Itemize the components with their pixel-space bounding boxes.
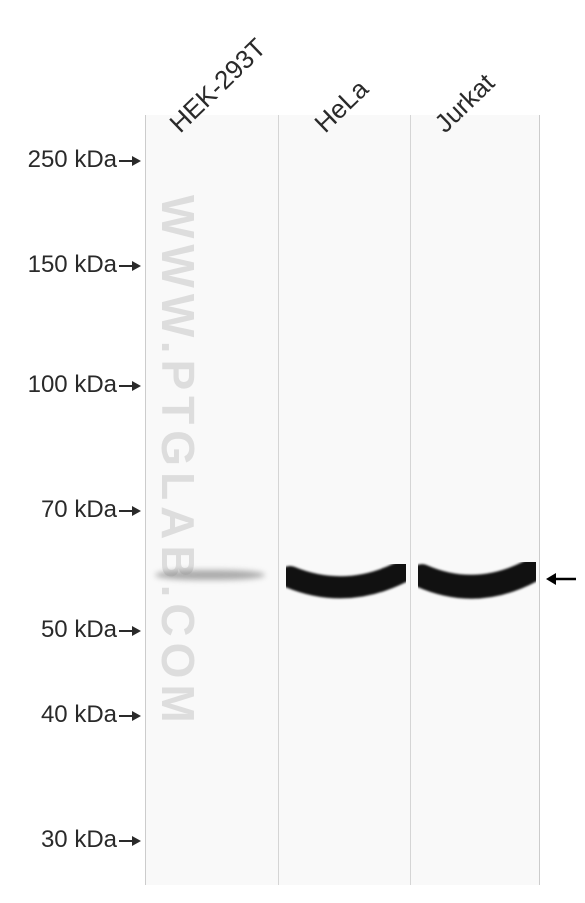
mw-marker: 50 kDa <box>41 616 141 644</box>
watermark-text: WWW.PTGLAB.COM <box>151 195 205 729</box>
mw-marker: 30 kDa <box>41 826 141 854</box>
mw-marker-arrow <box>119 252 141 278</box>
mw-marker-text: 30 kDa <box>41 826 117 853</box>
mw-marker-text: 50 kDa <box>41 616 117 643</box>
mw-marker-arrow <box>119 497 141 523</box>
mw-marker: 150 kDa <box>28 251 141 279</box>
mw-marker: 100 kDa <box>28 371 141 399</box>
mw-marker-arrow <box>119 702 141 728</box>
target-band-arrow <box>546 564 576 596</box>
mw-marker-text: 150 kDa <box>28 251 117 278</box>
mw-marker-text: 100 kDa <box>28 371 117 398</box>
mw-marker: 40 kDa <box>41 701 141 729</box>
mw-marker-text: 250 kDa <box>28 146 117 173</box>
band <box>286 564 406 606</box>
mw-marker-text: 70 kDa <box>41 496 117 523</box>
western-blot-figure: HEK-293THeLaJurkat 250 kDa150 kDa100 kDa… <box>0 0 585 903</box>
band <box>418 562 536 606</box>
mw-marker-arrow <box>119 827 141 853</box>
mw-marker-arrow <box>119 147 141 173</box>
mw-marker: 250 kDa <box>28 146 141 174</box>
lane-divider <box>410 115 411 885</box>
mw-marker-arrow <box>119 372 141 398</box>
mw-marker: 70 kDa <box>41 496 141 524</box>
lane-divider <box>278 115 279 885</box>
mw-marker-text: 40 kDa <box>41 701 117 728</box>
mw-marker-arrow <box>119 617 141 643</box>
